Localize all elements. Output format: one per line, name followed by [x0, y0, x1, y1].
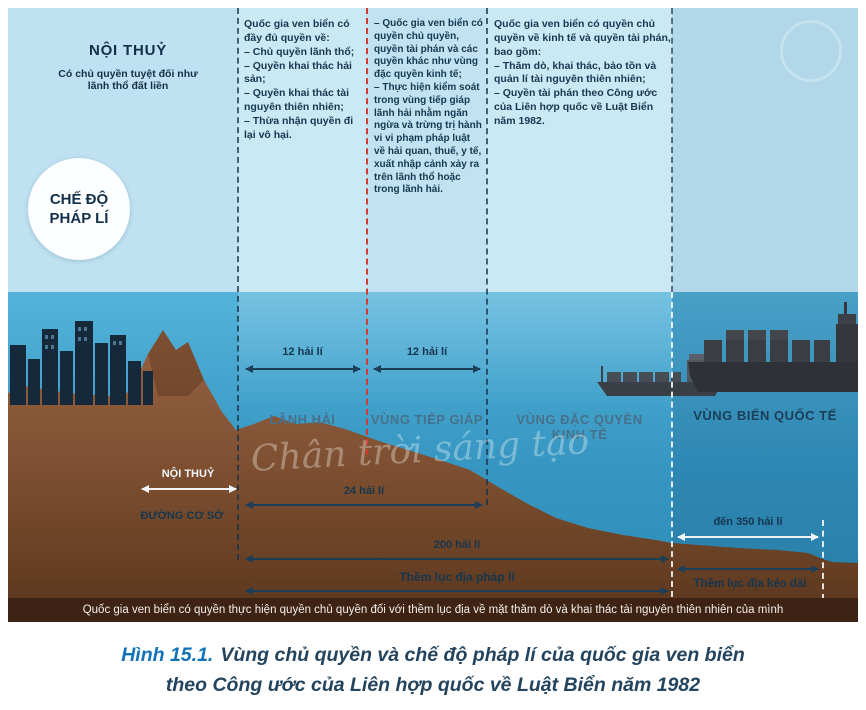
publisher-logo-watermark — [780, 20, 842, 82]
mountain-shadow — [148, 330, 204, 396]
cargo-ship-icon — [688, 302, 858, 392]
arrow-24nm — [245, 501, 483, 509]
arrow-extended-shelf — [677, 565, 819, 573]
extended-continental-shelf-label: Thềm lục địa kéo dài — [693, 578, 807, 590]
distance-24nm-label: 24 hải lí — [343, 485, 385, 497]
sky-background — [8, 8, 858, 292]
arrow-350nm — [677, 533, 819, 541]
continental-shelf-profile — [8, 330, 858, 598]
internal-waters-subtitle: Có chủ quyền tuyệt đối như lãnh thổ đất … — [58, 68, 198, 92]
arrow-internal-waters — [141, 485, 237, 493]
eez-boundary-line-sea — [671, 292, 673, 597]
distance-200nm-label: 200 hải lí — [433, 539, 481, 551]
maritime-zones-diagram: NỘI THUỶ Có chủ quyền tuyệt đối như lãnh… — [8, 8, 858, 622]
arrow-200nm — [245, 555, 669, 563]
distance-12nm-territorial: 12 hải lí — [282, 346, 323, 358]
arrow-legal-shelf — [245, 587, 669, 595]
zone-label-contiguous-zone: VÙNG TIẾP GIÁP — [370, 412, 484, 427]
distance-12nm-contiguous: 12 hải lí — [406, 346, 448, 358]
legal-continental-shelf-label: Thềm lục địa pháp lí — [399, 570, 515, 584]
continental-shelf-note: Quốc gia ven biển có quyền thực hiện quy… — [8, 598, 858, 622]
legal-regime-circle: CHẾ ĐỘ PHÁP LÍ — [28, 158, 130, 260]
caption-text2: theo Công ước của Liên hợp quốc về Luật … — [165, 674, 701, 696]
zone-label-eez: VÙNG ĐẶC QUYỀN KINH TẾ — [516, 412, 643, 442]
column-glow-band — [238, 292, 367, 408]
figure-caption-line1: Hình 15.1. Vùng chủ quyền và chế độ pháp … — [0, 644, 866, 667]
city-skyline — [10, 321, 153, 405]
contiguous-zone-rights-text: – Quốc gia ven biển có quyền chủ quyền, … — [374, 18, 483, 196]
caption-text1: Vùng chủ quyền và chế độ pháp lí của quố… — [220, 644, 745, 666]
extended-shelf-end-line — [822, 520, 824, 600]
territorial-sea-boundary-line — [366, 8, 368, 455]
figure-caption-line2: theo Công ước của Liên hợp quốc về Luật … — [0, 674, 866, 697]
figure-number: Hình 15.1. — [121, 644, 214, 666]
baseline-boundary-line — [237, 8, 239, 560]
territorial-sea-rights-text: Quốc gia ven biển có đầy đủ quyền về: – … — [244, 18, 355, 141]
sky-tint-col3 — [367, 8, 487, 292]
baseline-label: ĐƯỜNG CƠ SỞ — [140, 510, 224, 522]
zone-label-territorial-sea: LÃNH HẢI — [269, 412, 336, 427]
zone-label-international-waters: VÙNG BIỂN QUỐC TẾ — [693, 408, 837, 423]
eez-boundary-line-sky — [671, 8, 673, 292]
arrow-12nm-territorial — [245, 365, 361, 373]
internal-waters-title: NỘI THUỶ — [88, 42, 168, 59]
contiguous-zone-boundary-line — [486, 8, 488, 505]
internal-waters-seabed-label: NỘI THUỶ — [161, 468, 215, 480]
column-glow-band — [367, 292, 487, 408]
seabed-terrain — [8, 330, 858, 598]
distance-350nm-label: đến 350 hải lí — [713, 516, 783, 528]
arrow-12nm-contiguous — [373, 365, 481, 373]
eez-rights-text: Quốc gia ven biển có quyền chủ quyền về … — [494, 18, 671, 128]
